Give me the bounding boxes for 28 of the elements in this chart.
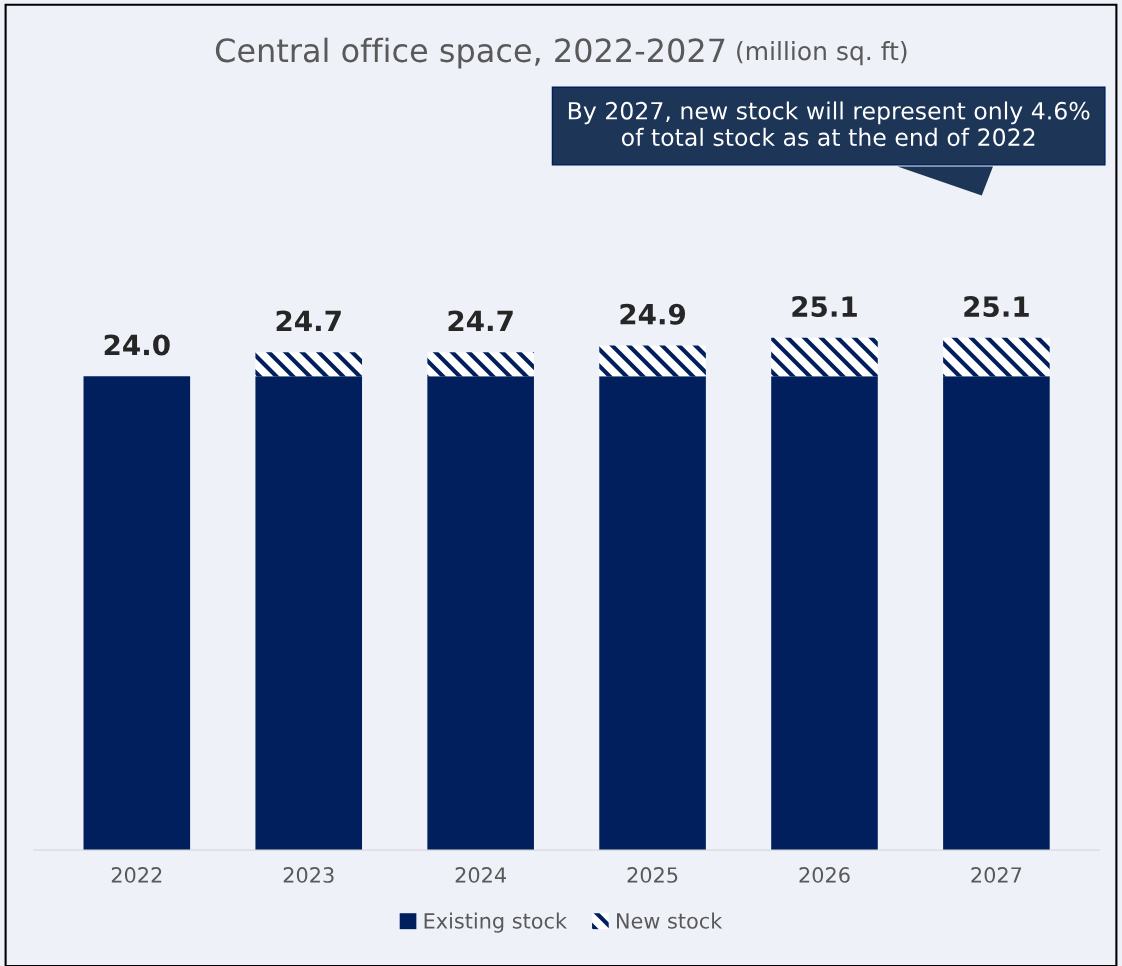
annotation: 25.1 <box>792 296 857 318</box>
bar <box>771 376 878 851</box>
bar <box>255 376 363 851</box>
bar <box>771 337 878 377</box>
annotation: 24.9 <box>620 303 686 325</box>
annotation: 24.7 <box>448 310 513 332</box>
bar <box>427 376 534 851</box>
bar <box>427 352 534 377</box>
bar <box>83 376 191 851</box>
annotation: 24.0 <box>104 334 170 356</box>
x-tick-label: 2026 <box>799 867 850 883</box>
legend-label: Existing stock <box>424 912 567 933</box>
x-tick-label: 2023 <box>283 867 334 883</box>
x-tick-label: 2027 <box>971 867 1022 883</box>
annotation: 25.1 <box>964 296 1029 318</box>
x-tick-label: 2022 <box>111 867 162 883</box>
bar <box>599 345 706 377</box>
bar <box>255 352 363 377</box>
bar <box>943 337 1050 377</box>
bar <box>599 376 706 851</box>
text: By 2027, new stock will represent only 4.6% of total stock as at the end of 2022 <box>568 101 1090 147</box>
x-tick-label: 2025 <box>627 867 678 883</box>
annotation: 24.7 <box>276 310 341 332</box>
legend-label: New stock <box>617 912 723 929</box>
chart-title: Central office space, 2022-2027 <box>215 37 725 69</box>
chart-subtitle: (million sq. ft) <box>737 41 907 66</box>
bar <box>943 376 1050 851</box>
x-tick-label: 2024 <box>455 867 506 883</box>
